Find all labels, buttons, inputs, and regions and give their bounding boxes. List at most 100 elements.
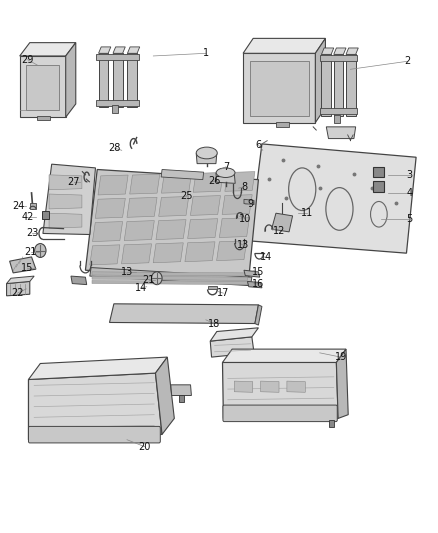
Polygon shape xyxy=(243,53,315,123)
Text: 12: 12 xyxy=(273,226,285,236)
Polygon shape xyxy=(171,385,191,395)
Polygon shape xyxy=(10,257,36,273)
Polygon shape xyxy=(96,54,139,60)
Polygon shape xyxy=(287,381,305,392)
Bar xyxy=(334,115,340,123)
Polygon shape xyxy=(346,54,356,116)
Polygon shape xyxy=(7,281,30,296)
Text: 14: 14 xyxy=(260,253,272,262)
Bar xyxy=(328,420,334,427)
Polygon shape xyxy=(250,61,309,116)
Bar xyxy=(179,395,184,402)
Polygon shape xyxy=(26,65,59,110)
Polygon shape xyxy=(272,213,293,232)
Text: 11: 11 xyxy=(300,208,313,218)
Polygon shape xyxy=(346,48,358,54)
Text: 15: 15 xyxy=(252,267,265,277)
Text: 20: 20 xyxy=(138,442,151,451)
Polygon shape xyxy=(320,55,357,61)
Polygon shape xyxy=(159,197,189,216)
Text: 14: 14 xyxy=(135,283,148,293)
Text: 5: 5 xyxy=(406,214,413,223)
Polygon shape xyxy=(71,276,87,285)
Text: 4: 4 xyxy=(406,188,413,198)
Circle shape xyxy=(152,272,162,285)
Text: 9: 9 xyxy=(247,199,254,208)
Polygon shape xyxy=(208,286,217,289)
Text: 13: 13 xyxy=(237,240,249,250)
Polygon shape xyxy=(20,43,76,56)
Polygon shape xyxy=(276,122,289,127)
Polygon shape xyxy=(225,172,255,191)
Polygon shape xyxy=(219,217,250,238)
Polygon shape xyxy=(196,154,217,164)
Polygon shape xyxy=(234,381,253,392)
Polygon shape xyxy=(156,220,186,239)
Text: 2: 2 xyxy=(404,56,410,66)
Polygon shape xyxy=(336,349,348,418)
Bar xyxy=(42,211,49,219)
Polygon shape xyxy=(223,349,346,362)
Bar xyxy=(112,105,118,113)
Polygon shape xyxy=(210,337,254,357)
Text: 7: 7 xyxy=(223,162,229,172)
Polygon shape xyxy=(49,194,82,209)
Polygon shape xyxy=(99,53,108,107)
Polygon shape xyxy=(187,219,218,239)
Polygon shape xyxy=(334,48,346,54)
Polygon shape xyxy=(96,100,139,106)
Polygon shape xyxy=(20,56,66,117)
Polygon shape xyxy=(191,196,220,215)
Polygon shape xyxy=(49,213,82,228)
Polygon shape xyxy=(161,169,204,180)
Text: 1: 1 xyxy=(203,49,209,58)
Polygon shape xyxy=(37,116,50,120)
Polygon shape xyxy=(113,47,125,53)
Text: 17: 17 xyxy=(217,288,230,298)
Polygon shape xyxy=(185,242,215,262)
Ellipse shape xyxy=(216,168,235,177)
Text: 6: 6 xyxy=(255,140,261,150)
Polygon shape xyxy=(127,47,140,53)
Polygon shape xyxy=(28,373,162,440)
Polygon shape xyxy=(98,175,128,195)
Text: 23: 23 xyxy=(26,229,38,238)
Polygon shape xyxy=(255,305,262,325)
Text: 10: 10 xyxy=(239,214,251,223)
Polygon shape xyxy=(247,281,262,288)
Polygon shape xyxy=(250,144,416,253)
Polygon shape xyxy=(244,199,254,205)
Text: 24: 24 xyxy=(12,201,25,211)
Text: 16: 16 xyxy=(252,279,265,289)
Text: 29: 29 xyxy=(21,55,34,64)
Polygon shape xyxy=(28,357,167,379)
Polygon shape xyxy=(217,241,247,261)
Polygon shape xyxy=(95,198,125,219)
Polygon shape xyxy=(43,164,95,235)
Text: 15: 15 xyxy=(21,263,33,272)
Polygon shape xyxy=(216,173,235,183)
Polygon shape xyxy=(90,245,120,265)
Polygon shape xyxy=(130,174,160,194)
Polygon shape xyxy=(85,169,258,278)
Polygon shape xyxy=(155,357,174,434)
Polygon shape xyxy=(326,127,356,139)
Text: 25: 25 xyxy=(180,191,192,200)
Text: 42: 42 xyxy=(21,213,34,222)
Text: 8: 8 xyxy=(241,182,247,191)
Polygon shape xyxy=(320,108,357,114)
Polygon shape xyxy=(49,175,82,190)
Text: 21: 21 xyxy=(143,276,155,285)
Polygon shape xyxy=(124,221,154,240)
Polygon shape xyxy=(222,195,252,214)
Bar xyxy=(373,167,384,177)
Polygon shape xyxy=(92,272,247,276)
Polygon shape xyxy=(210,328,258,341)
Polygon shape xyxy=(90,268,252,286)
Polygon shape xyxy=(7,276,34,284)
Text: 13: 13 xyxy=(121,267,134,277)
Text: 3: 3 xyxy=(406,170,413,180)
Polygon shape xyxy=(162,173,191,193)
Polygon shape xyxy=(92,276,247,280)
FancyBboxPatch shape xyxy=(28,426,160,443)
